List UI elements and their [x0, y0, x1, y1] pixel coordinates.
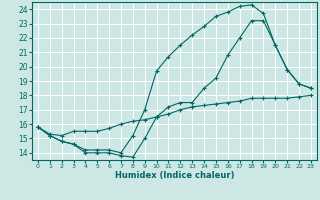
X-axis label: Humidex (Indice chaleur): Humidex (Indice chaleur): [115, 171, 234, 180]
